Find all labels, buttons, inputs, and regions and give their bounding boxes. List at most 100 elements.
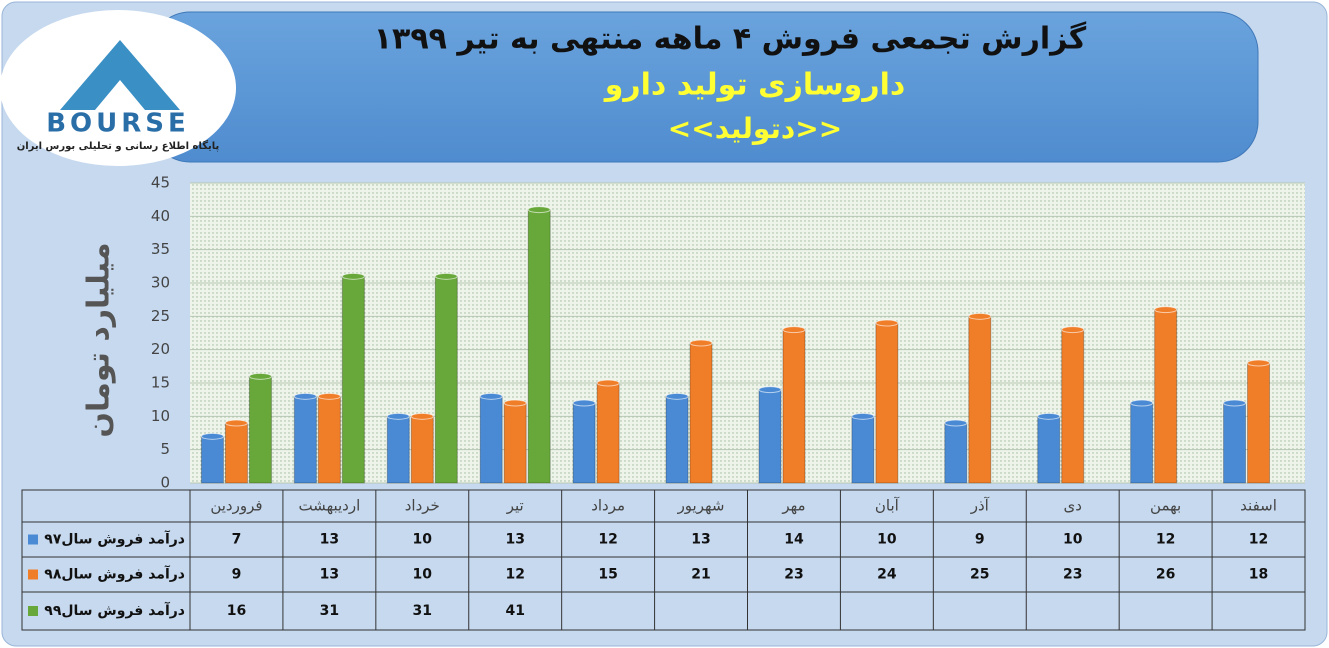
bar	[944, 422, 968, 484]
bar-cap	[596, 379, 620, 387]
y-tick-label: 0	[160, 474, 170, 492]
bar	[596, 382, 620, 484]
bar	[968, 315, 992, 484]
bar-cap	[224, 419, 248, 427]
table-cell: 13	[691, 532, 710, 548]
bar	[200, 435, 224, 484]
bar-cap	[1061, 326, 1085, 334]
bar-cap	[341, 272, 365, 280]
table-frame	[21, 489, 1306, 631]
x-tick-label: اسفند	[1240, 497, 1277, 515]
x-tick-label: خرداد	[405, 497, 440, 515]
legend-swatch	[28, 569, 38, 580]
bar-cap	[665, 392, 689, 400]
x-tick-label: تیر	[506, 497, 524, 515]
y-tick-label: 45	[151, 174, 170, 192]
y-tick-label: 15	[151, 374, 170, 392]
bar-cap	[572, 399, 596, 407]
bar-cap	[317, 392, 341, 400]
bar	[341, 275, 365, 484]
legend-swatch	[28, 534, 38, 545]
table-cell: 23	[1063, 567, 1082, 583]
plot-area	[190, 183, 1305, 483]
table-cell: 25	[970, 567, 989, 583]
x-tick-label: آذر	[970, 497, 990, 515]
table-cell: 24	[877, 567, 897, 583]
x-tick-label: فروردین	[210, 497, 262, 515]
bar-cap	[200, 432, 224, 440]
bar-cap	[758, 386, 782, 394]
bar	[248, 375, 272, 484]
table-cell: 12	[1156, 532, 1175, 548]
bar	[317, 395, 341, 484]
legend-label: درآمد فروش سال۹۹	[44, 601, 185, 619]
bar-cap	[689, 339, 713, 347]
bar	[527, 209, 551, 484]
table-cell: 10	[413, 532, 433, 548]
bar	[1223, 402, 1247, 484]
logo-tagline: پایگاه اطلاع رسانی و تحلیلی بورس ایران	[17, 139, 220, 152]
bar-cap	[782, 326, 806, 334]
bar-cap	[503, 399, 527, 407]
bar	[689, 342, 713, 484]
bar	[665, 395, 689, 484]
bar	[572, 402, 596, 484]
bar-cap	[944, 419, 968, 427]
y-tick-label: 25	[151, 307, 170, 325]
table-cell: 13	[320, 532, 339, 548]
table-cell: 7	[232, 532, 242, 548]
bar-cap	[1037, 412, 1061, 420]
bar-cap	[875, 319, 899, 327]
bar-cap	[1130, 399, 1154, 407]
table-cell: 31	[320, 603, 339, 619]
y-tick-label: 40	[151, 207, 170, 225]
table-cell: 13	[505, 532, 524, 548]
legend-label: درآمد فروش سال۹۸	[44, 565, 185, 583]
bar	[758, 389, 782, 484]
table-cell: 18	[1249, 567, 1268, 583]
chart-subtitle: داروسازی تولید دارو	[603, 68, 906, 103]
bar-cap	[293, 392, 317, 400]
x-tick-label: بهمن	[1150, 497, 1181, 515]
bar	[434, 275, 458, 484]
table-cell: 14	[784, 532, 804, 548]
bar	[479, 395, 503, 484]
bar-cap	[1223, 399, 1247, 407]
table-cell: 10	[877, 532, 897, 548]
bar	[851, 415, 875, 484]
bar-cap	[968, 312, 992, 320]
bar	[410, 415, 434, 484]
bar	[503, 402, 527, 484]
x-tick-label: مرداد	[591, 497, 625, 515]
bar-cap	[386, 412, 410, 420]
x-tick-label: مهر	[781, 497, 805, 515]
bar-cap	[434, 272, 458, 280]
bar-cap	[479, 392, 503, 400]
y-tick-label: 5	[160, 440, 170, 458]
bar	[875, 322, 899, 484]
bar-cap	[527, 206, 551, 214]
table-cell: 26	[1156, 567, 1175, 583]
bar	[1037, 415, 1061, 484]
bar-cap	[248, 372, 272, 380]
x-tick-label: اردیبهشت	[298, 497, 360, 515]
bar	[1061, 329, 1085, 484]
table-cell: 15	[598, 567, 617, 583]
bar-cap	[851, 412, 875, 420]
table-cell: 10	[413, 567, 433, 583]
table-cell: 13	[320, 567, 339, 583]
logo-background	[0, 10, 236, 166]
bar-cap	[1154, 306, 1178, 314]
table-cell: 12	[1249, 532, 1268, 548]
table-cell: 10	[1063, 532, 1083, 548]
legend-swatch	[28, 606, 38, 616]
x-tick-label: آبان	[875, 497, 900, 515]
x-tick-label: شهریور	[677, 497, 725, 515]
logo-icon	[60, 40, 180, 110]
y-axis-label: میلیارد تومان	[82, 242, 117, 437]
y-tick-label: 20	[151, 340, 170, 358]
table-cell: 41	[505, 603, 524, 619]
table-cell: 16	[227, 603, 246, 619]
bar	[224, 422, 248, 484]
